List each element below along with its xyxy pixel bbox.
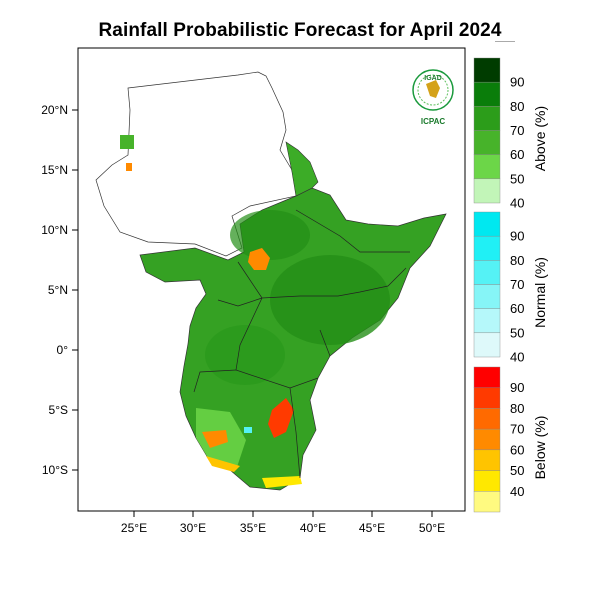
country-borders: [193, 209, 410, 479]
legend-swatch: [473, 408, 501, 430]
logo-bottom-text: ICPAC: [421, 117, 446, 126]
legend-value: 40: [510, 350, 524, 365]
region-no-forecast: [95, 71, 301, 257]
patch-below-south: [206, 456, 240, 472]
legend-swatch: [473, 491, 501, 513]
lat-label: 0°: [57, 343, 69, 357]
legend-value: 90: [510, 380, 524, 395]
patch-below-ethiopia: [248, 248, 270, 270]
lat-label: 5°S: [49, 403, 68, 417]
legend-swatch: [473, 81, 501, 107]
region-eritrea: [285, 141, 319, 197]
map-title: Rainfall Probabilistic Forecast for Apri…: [98, 20, 502, 41]
legend-label: Below (%): [532, 416, 548, 480]
lat-label: 5°N: [48, 283, 68, 297]
legend-swatch: [473, 366, 501, 388]
patch-dark-green-uganda: [205, 325, 285, 385]
legend-2: 90 80 70 60 50 40 Below (%): [473, 366, 548, 513]
lon-labels: 25°E 30°E 35°E 40°E 45°E 50°E: [121, 521, 445, 535]
legend-value: 70: [510, 422, 524, 437]
legend-value: 50: [510, 325, 524, 340]
legend-value: 80: [510, 401, 524, 416]
legend-value: 90: [510, 75, 524, 90]
legend-value: 60: [510, 442, 524, 457]
legend-label: Normal (%): [532, 257, 548, 328]
lat-label: 20°N: [41, 103, 68, 117]
lat-label: 15°N: [41, 163, 68, 177]
lat-labels: 20°N 15°N 10°N 5°N 0° 5°S 10°S: [41, 103, 68, 477]
legend-value: 50: [510, 463, 524, 478]
legend-swatch: [473, 387, 501, 409]
legend-label: Above (%): [532, 106, 548, 171]
lat-label: 10°S: [42, 463, 68, 477]
lon-label: 30°E: [180, 521, 206, 535]
patch-dark-green-east: [270, 255, 390, 345]
legend-swatch: [473, 211, 501, 237]
legend-swatch: [473, 57, 501, 83]
legend-swatch: [473, 308, 501, 334]
legend-0: 90 80 70 60 50 40 Above (%): [473, 57, 548, 211]
patch-below-tanzania: [268, 398, 294, 438]
patch-below-sw: [202, 430, 228, 448]
lon-label: 50°E: [419, 521, 445, 535]
legend-swatch: [473, 178, 501, 204]
legend-swatch: [473, 449, 501, 471]
legend-swatch: [473, 332, 501, 358]
lat-ticks: [72, 109, 78, 471]
legend-value: 60: [510, 147, 524, 162]
patch-below-southeast: [262, 476, 302, 488]
legend-value: 80: [510, 99, 524, 114]
legend-swatch: [473, 130, 501, 155]
legend-swatch: [473, 260, 501, 285]
legend-value: 50: [510, 171, 524, 186]
igad-logo: IGAD ICPAC: [412, 69, 454, 126]
lon-ticks: [133, 511, 433, 517]
patch-normal: [244, 427, 252, 433]
logo-top-text: IGAD: [424, 75, 442, 82]
legend-1: 90 80 70 60 50 40 Normal (%): [473, 211, 548, 365]
legend-value: 40: [510, 484, 524, 499]
lon-label: 45°E: [359, 521, 385, 535]
lat-label: 10°N: [41, 223, 68, 237]
legend-swatch: [473, 470, 501, 492]
legend-swatch: [473, 284, 501, 309]
legend-swatch: [473, 428, 501, 451]
legend-value: 90: [510, 229, 524, 244]
legend-value: 80: [510, 253, 524, 268]
legend-value: 70: [510, 123, 524, 138]
patch-sudan-orange: [126, 163, 132, 171]
legend-value: 60: [510, 301, 524, 316]
legend-value: 40: [510, 196, 524, 211]
title-rule: [495, 41, 515, 42]
legend-swatch: [473, 235, 501, 261]
lon-label: 40°E: [300, 521, 326, 535]
legend-value: 70: [510, 277, 524, 292]
legends: 90 80 70 60 50 40 Above (%) 90 80 70 60 50 40 Normal …: [473, 57, 548, 513]
patch-dark-green-ethiopia: [230, 210, 310, 260]
legend-swatch: [473, 106, 501, 131]
lon-label: 35°E: [240, 521, 266, 535]
lon-label: 25°E: [121, 521, 147, 535]
patch-sudan-green: [120, 135, 134, 149]
legend-swatch: [473, 154, 501, 180]
